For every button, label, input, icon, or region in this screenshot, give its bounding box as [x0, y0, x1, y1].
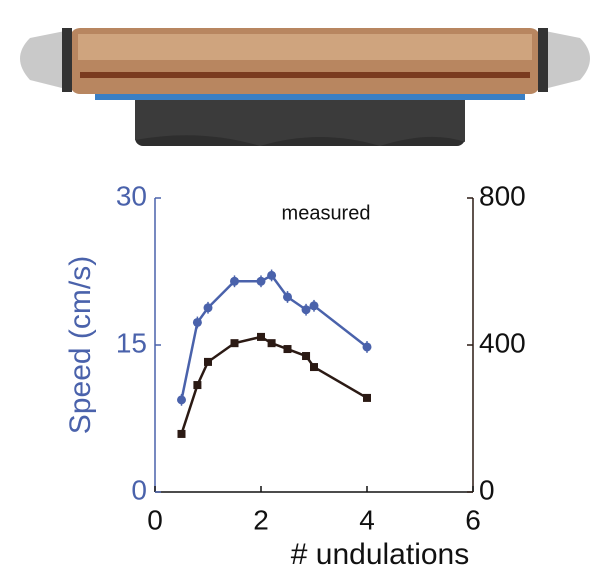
data-point	[283, 345, 292, 354]
data-point	[310, 363, 318, 372]
data-point	[363, 393, 371, 402]
y-tick-label: 30	[116, 180, 147, 211]
data-point	[230, 276, 239, 286]
x-axis-label: # undulations	[291, 538, 469, 571]
data-point	[257, 332, 265, 341]
data-point	[301, 305, 311, 315]
data-point	[283, 292, 292, 302]
data-point	[267, 270, 277, 280]
data-point	[302, 352, 311, 361]
data-point	[203, 303, 213, 313]
data-point	[267, 339, 276, 348]
series-line	[180, 335, 368, 435]
data-point	[193, 381, 202, 390]
x-tick-label: 4	[359, 504, 375, 535]
data-point	[204, 357, 212, 366]
robot-photo	[20, 28, 590, 146]
x-tick-label: 0	[147, 504, 163, 535]
y2-tick-label: 400	[479, 327, 526, 358]
y-tick-label: 0	[131, 474, 147, 505]
y-tick-label: 15	[116, 327, 147, 358]
data-point	[256, 276, 266, 286]
y-axis-label: Speed (cm/s)	[64, 256, 97, 434]
data-point	[177, 429, 186, 438]
x-tick-label: 2	[253, 504, 269, 535]
y2-tick-label: 0	[479, 474, 495, 505]
data-point	[192, 317, 202, 327]
annotation: measured	[282, 202, 371, 224]
data-point	[177, 395, 186, 405]
data-point	[230, 339, 239, 348]
y2-tick-label: 800	[479, 180, 526, 211]
data-point	[362, 342, 372, 352]
x-tick-label: 6	[465, 504, 481, 535]
data-point	[309, 301, 319, 311]
